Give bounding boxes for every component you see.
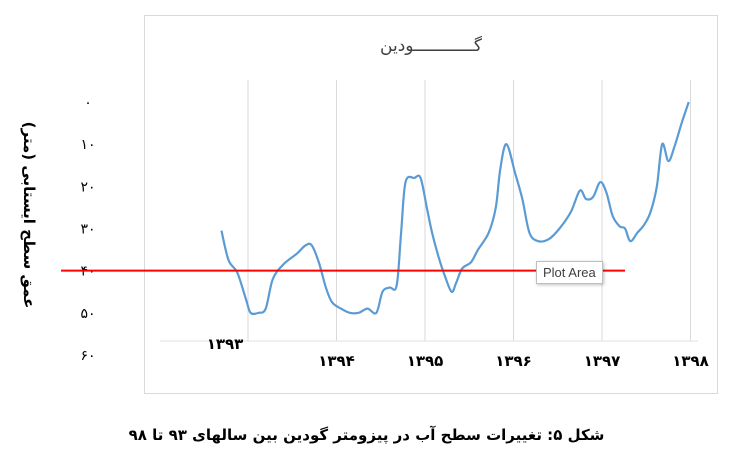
y-tick-label-2: ۲۰ [80, 179, 95, 195]
x-tick-label-2: ۱۳۹۵ [407, 352, 444, 370]
plot-area-tooltip: Plot Area [536, 261, 603, 284]
y-tick-label-6: ۶۰ [80, 348, 95, 364]
x-tick-label-3: ۱۳۹۶ [495, 352, 532, 370]
x-tick-label-1: ۱۳۹۴ [318, 352, 355, 370]
y-axis-title: عمق سطح ایستابی (متر) [20, 122, 38, 309]
chart-frame [144, 15, 718, 394]
y-tick-label-3: ۳۰ [80, 222, 95, 238]
y-tick-label-1: ۱۰ [80, 137, 95, 153]
chart-title: گــــــــــــودین [380, 35, 483, 56]
data-series-line-0 [220, 101, 690, 316]
y-tick-label-5: ۵۰ [80, 306, 95, 322]
figure-caption: شکل ۵: تغییرات سطح آب در پیزومتر گودین ب… [128, 426, 605, 444]
x-tick-label-0: ۱۳۹۳ [207, 335, 244, 353]
y-tick-label-0: ۰ [84, 95, 92, 111]
x-tick-label-5: ۱۳۹۸ [672, 352, 709, 370]
x-tick-label-4: ۱۳۹۷ [584, 352, 621, 370]
